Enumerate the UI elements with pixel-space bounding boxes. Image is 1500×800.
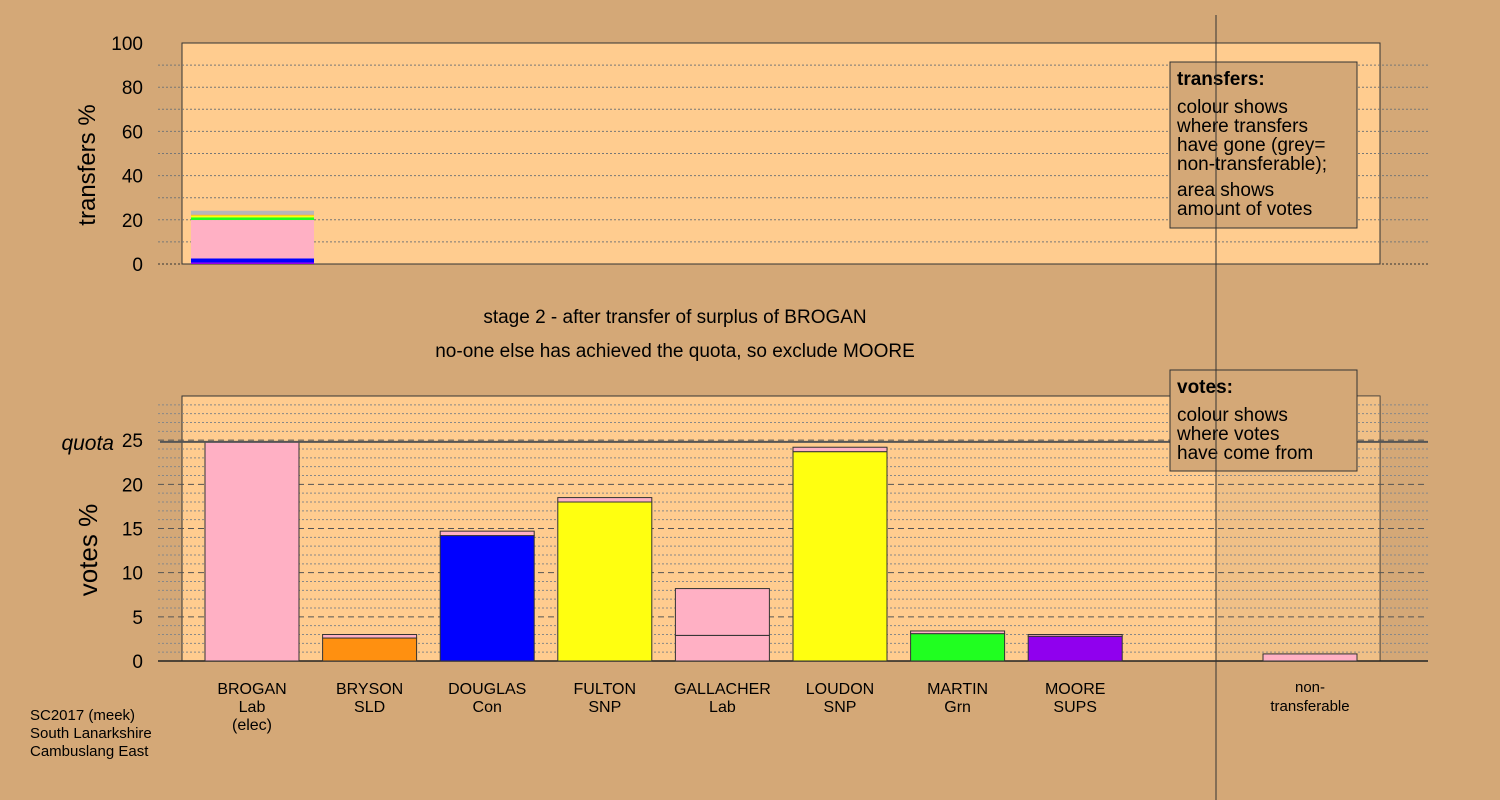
bar-transfer-segment [910,630,1006,635]
transfers-tick-label: 20 [122,211,143,232]
candidate-party: SLD [354,699,385,716]
nontransferable-label: non- [1295,679,1325,696]
transfers-legend-line: where transfers [1176,116,1308,137]
transfers-legend-line: have gone (grey= [1177,135,1325,156]
candidate-bar-fulton [557,497,653,662]
bar-first-preference [910,633,1006,662]
transfers-tick-label: 100 [111,34,143,55]
bar-transfer-segment [557,497,653,503]
bar-transfer-segment [439,530,535,537]
votes-legend: votes: colour shows where votes have com… [1169,369,1358,472]
stage-action: no-one else has achieved the quota, so e… [435,341,915,362]
transfers-bar [191,210,314,264]
candidate-name: MARTIN [927,681,988,698]
bar-first-preference [439,535,535,662]
votes-tick-label: 10 [122,564,143,585]
transfers-tick-label: 80 [122,78,143,99]
candidate-name: MOORE [1045,681,1105,698]
votes-tick-label: 0 [132,652,143,673]
transfers-segment-lab [191,220,314,259]
bar-first-preference [792,451,888,662]
bar-transfer-segment [322,634,418,639]
votes-tick-label: 20 [122,475,143,496]
votes-legend-line: colour shows [1177,405,1288,426]
bar-first-preference [674,634,770,662]
candidate-bar-brogan [204,441,300,662]
candidate-party: SUPS [1053,699,1097,716]
transfers-panel: 0 20 40 60 80 100 transfers % transfers: colo… [74,34,1428,276]
transfers-tick-label: 0 [132,255,143,276]
votes-x-labels: BROGANLab(elec)BRYSONSLDDOUGLASConFULTON… [217,679,1349,734]
votes-bars [204,441,1358,662]
candidate-party: SNP [824,699,857,716]
transfers-y-label: transfers % [74,104,101,225]
transfers-tick-label: 60 [122,122,143,143]
candidate-status: (elec) [232,717,272,734]
transfers-segment-con [191,258,314,263]
bar-first-preference [1027,635,1123,662]
candidate-name: GALLACHER [674,681,771,698]
transfers-segment-grn [191,217,314,221]
bar-transfer-segment [792,446,888,453]
transfers-legend-title: transfers: [1177,69,1265,90]
transfers-tick-label: 40 [122,167,143,188]
candidate-name: LOUDON [806,681,874,698]
votes-legend-line: have come from [1177,443,1313,464]
candidate-party: Lab [239,699,266,716]
candidate-name: BROGAN [217,681,286,698]
bar-first-preference [322,637,418,662]
transfers-segment-snp [191,215,314,218]
votes-y-ticks: 0 5 10 15 20 25 [122,431,143,673]
bar-transfer-segment [674,588,770,636]
bar-transfer-segment [1027,634,1123,637]
candidate-bar-gallacher [674,588,770,662]
candidate-party: SNP [588,699,621,716]
transfers-legend-line: amount of votes [1177,199,1312,220]
transfers-segment-sld [191,214,314,216]
votes-legend-line: where votes [1176,424,1279,445]
transfers-segment-sups [191,262,314,264]
nontransferable-label: transferable [1270,698,1349,715]
nontransferable-bar [1262,653,1358,662]
votes-tick-label: 15 [122,520,143,541]
candidate-bar-loudon [792,446,888,662]
footer-ward: Cambuslang East [30,743,149,760]
bar-first-preference [204,441,300,662]
candidate-name: FULTON [574,681,637,698]
transfers-legend-line: non-transferable); [1177,154,1327,175]
candidate-party: Grn [944,699,971,716]
transfers-y-ticks: 0 20 40 60 80 100 [111,34,143,276]
transfers-legend-line: area shows [1177,180,1274,201]
candidate-bar-douglas [439,530,535,662]
transfers-legend: transfers: colour shows where transfers … [1169,61,1358,229]
votes-tick-label: 5 [132,608,143,629]
candidate-party: Lab [709,699,736,716]
candidate-name: DOUGLAS [448,681,526,698]
footer-election: SC2017 (meek) [30,707,135,724]
stage-description: stage 2 - after transfer of surplus of B… [483,307,866,328]
transfers-segment-nontransferable [191,210,314,215]
candidate-bar-bryson [322,634,418,662]
candidate-bar-martin [910,630,1006,662]
quota-label: quota [61,432,114,455]
footer-council: South Lanarkshire [30,725,152,742]
candidate-name: BRYSON [336,681,403,698]
candidate-bar-moore [1027,634,1123,662]
bar-first-preference [557,501,653,662]
votes-legend-title: votes: [1177,377,1233,398]
votes-y-label: votes % [73,504,103,597]
candidate-party: Con [473,699,502,716]
transfers-legend-line: colour shows [1177,97,1288,118]
votes-tick-label: 25 [122,431,143,452]
